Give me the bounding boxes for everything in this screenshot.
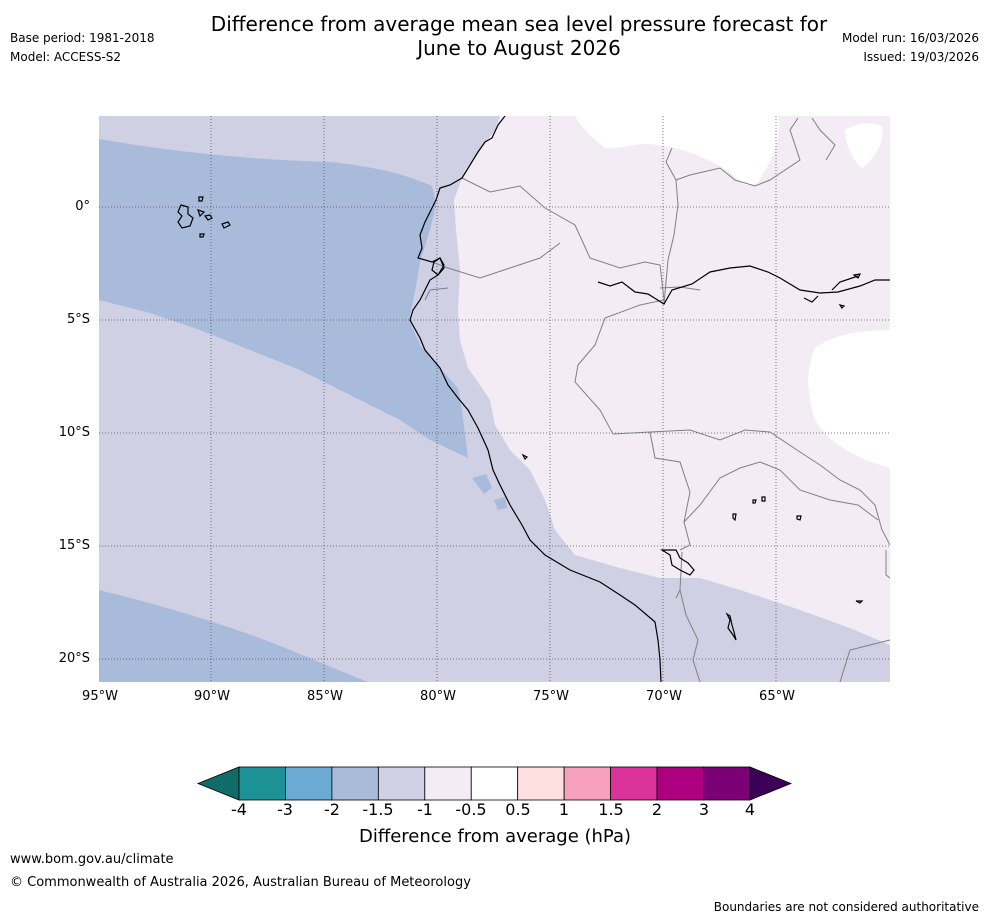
colorbar-swatch	[517, 766, 565, 801]
anomaly-region-minus0_5-north	[575, 116, 779, 186]
colorbar-swatch	[424, 766, 472, 801]
header-left-meta: Base period: 1981-2018 Model: ACCESS-S2	[10, 29, 155, 67]
colorbar-swatch	[285, 766, 333, 801]
anomaly-region-minus2-patch-1	[472, 474, 492, 494]
colorbar-tick-label: -1.5	[362, 800, 394, 819]
lat-label-20s: 20°S	[58, 651, 90, 666]
colorbar-swatch	[470, 766, 519, 801]
base-period-text: Base period: 1981-2018	[10, 31, 155, 45]
issued-text: Issued: 19/03/2026	[863, 50, 979, 64]
lon-label-75w: 75°W	[533, 689, 569, 704]
coastlines	[177, 116, 890, 682]
colorbar-arrow-high	[749, 766, 793, 801]
title-line-2: June to August 2026	[417, 36, 621, 60]
colorbar-tick-label: -1	[417, 800, 433, 819]
colorbar-swatch	[610, 766, 658, 801]
colorbar-swatch	[238, 766, 286, 801]
anomaly-region-minus1-land	[454, 116, 890, 645]
colorbar-tick-label: 2	[651, 800, 663, 819]
anomaly-region-minus2-patch-2	[494, 497, 507, 510]
colorbar-tick-label: -3	[277, 800, 293, 819]
colorbar	[196, 766, 793, 801]
country-borders	[424, 117, 890, 682]
anomaly-region-minus0_5-northeast	[845, 123, 883, 168]
header-right-meta: Model run: 16/03/2026 Issued: 19/03/2026	[842, 29, 979, 67]
lon-label-70w: 70°W	[646, 689, 682, 704]
anomaly-region-minus2-band	[99, 139, 468, 458]
colorbar-swatch	[377, 766, 426, 801]
colorbar-tick-label: 0.5	[505, 800, 531, 819]
colorbar-label: Difference from average (hPa)	[358, 826, 632, 847]
colorbar-tick-label: -2	[324, 800, 340, 819]
page-title: Difference from average mean sea level p…	[150, 12, 888, 60]
lon-label-95w: 95°W	[82, 689, 118, 704]
website-link[interactable]: www.bom.gov.au/climate	[10, 852, 174, 867]
colorbar-swatch	[331, 766, 379, 801]
colorbar-tick-label: -4	[231, 800, 247, 819]
anomaly-region-minus0_5-east	[808, 330, 890, 468]
colorbar-swatch	[656, 766, 704, 801]
colorbar-tick-label: 4	[744, 800, 756, 819]
lon-label-65w: 65°W	[759, 689, 795, 704]
title-line-1: Difference from average mean sea level p…	[210, 12, 828, 36]
colorbar-tick-label: -0.5	[455, 800, 487, 819]
graticule	[99, 116, 890, 682]
copyright-text: © Commonwealth of Australia 2026, Austra…	[10, 875, 471, 890]
lat-label-10s: 10°S	[58, 425, 90, 440]
model-run-text: Model run: 16/03/2026	[841, 31, 979, 45]
lon-label-80w: 80°W	[420, 689, 456, 704]
colorbar-tick-label: 1	[558, 800, 570, 819]
lat-label-15s: 15°S	[58, 538, 90, 553]
colorbar-arrow-low	[196, 766, 240, 801]
model-text: Model: ACCESS-S2	[10, 50, 122, 64]
colorbar-tick-label: 3	[698, 800, 710, 819]
lat-label-5s: 5°S	[66, 312, 90, 327]
disclaimer-text: Boundaries are not considered authoritat…	[713, 900, 979, 914]
colorbar-tick-label: 1.5	[598, 800, 624, 819]
lon-label-85w: 85°W	[307, 689, 343, 704]
colorbar-swatch	[563, 766, 612, 801]
colorbar-swatch	[703, 766, 751, 801]
lon-label-90w: 90°W	[194, 689, 230, 704]
lat-label-0: 0°	[75, 199, 90, 214]
map-area	[99, 116, 890, 682]
